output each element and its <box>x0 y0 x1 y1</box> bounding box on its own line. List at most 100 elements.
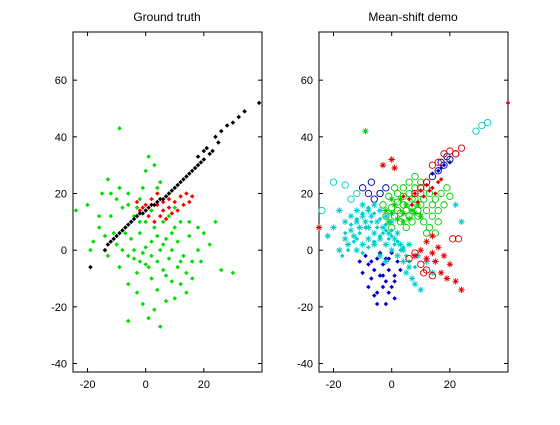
x-tick-label-ground-truth: 20 <box>198 379 210 391</box>
data-point-mean-shift-demo-series-9 <box>421 194 426 199</box>
data-point-mean-shift-demo-series-3 <box>363 253 368 259</box>
data-point-mean-shift-demo-series-4 <box>329 178 338 186</box>
plot-area-ground-truth <box>72 31 263 373</box>
data-point-mean-shift-demo-series-2 <box>367 178 375 186</box>
data-point-mean-shift-demo-series-5 <box>376 207 384 214</box>
data-point-mean-shift-demo-series-4 <box>341 181 349 189</box>
data-point-mean-shift-demo-series-5 <box>356 224 363 231</box>
data-point-ground-truth-series-0 <box>152 307 157 312</box>
data-point-ground-truth-series-0 <box>143 262 148 267</box>
data-point-mean-shift-demo-series-0 <box>437 189 445 198</box>
data-point-mean-shift-demo-series-0 <box>405 189 413 198</box>
data-point-mean-shift-demo-series-5 <box>341 218 349 226</box>
data-point-ground-truth-series-0 <box>108 191 114 196</box>
data-point-mean-shift-demo-series-5 <box>368 212 375 220</box>
data-point-mean-shift-demo-series-1 <box>411 210 419 217</box>
data-point-ground-truth-series-2 <box>117 230 122 236</box>
data-point-ground-truth-series-0 <box>140 301 146 307</box>
data-point-mean-shift-demo-series-5 <box>347 227 355 234</box>
data-point-mean-shift-demo-series-1 <box>414 201 422 209</box>
data-point-ground-truth-series-2 <box>114 233 119 239</box>
data-point-ground-truth-series-0 <box>117 185 122 191</box>
data-point-mean-shift-demo-series-0 <box>405 178 413 186</box>
data-point-mean-shift-demo-series-1 <box>382 207 390 214</box>
data-point-mean-shift-demo-series-3 <box>369 276 374 281</box>
data-point-mean-shift-demo-series-0 <box>428 212 437 220</box>
data-point-ground-truth-series-0 <box>137 259 143 264</box>
data-point-mean-shift-demo-series-5 <box>397 241 404 248</box>
data-points-mean-shift-demo <box>315 100 511 307</box>
data-point-mean-shift-demo-series-5 <box>391 235 398 243</box>
data-point-mean-shift-demo-series-5 <box>373 218 381 226</box>
data-point-mean-shift-demo-series-4 <box>318 206 326 215</box>
data-point-mean-shift-demo-series-5 <box>388 246 395 254</box>
data-point-mean-shift-demo-series-5 <box>359 212 366 220</box>
data-point-mean-shift-demo-series-5 <box>400 246 407 254</box>
data-point-mean-shift-demo-series-6 <box>342 230 348 236</box>
data-point-mean-shift-demo-series-0 <box>446 192 454 200</box>
data-point-mean-shift-demo-series-5 <box>385 229 392 237</box>
y-tick-label-mean-shift-demo: 20 <box>301 189 313 201</box>
data-point-mean-shift-demo-series-0 <box>422 206 431 215</box>
data-point-mean-shift-demo-series-7 <box>434 158 442 166</box>
data-point-ground-truth-series-0 <box>131 256 137 261</box>
data-point-mean-shift-demo-series-3 <box>383 301 389 307</box>
data-point-ground-truth-series-2 <box>120 228 125 233</box>
data-point-mean-shift-demo-series-7 <box>420 269 428 277</box>
data-point-mean-shift-demo-series-6 <box>354 216 360 222</box>
data-point-mean-shift-demo-series-6 <box>383 228 389 233</box>
data-point-mean-shift-demo-series-5 <box>394 229 401 237</box>
data-point-mean-shift-demo-series-6 <box>398 247 403 253</box>
data-point-ground-truth-series-0 <box>163 273 169 278</box>
data-point-ground-truth-series-0 <box>120 205 125 210</box>
data-point-mean-shift-demo-series-0 <box>425 223 434 232</box>
data-point-mean-shift-demo-series-1 <box>388 210 395 217</box>
data-point-mean-shift-demo-series-1 <box>417 212 424 220</box>
data-point-mean-shift-demo-series-6 <box>366 245 371 250</box>
data-point-ground-truth-series-0 <box>88 247 93 253</box>
data-point-mean-shift-demo-series-8 <box>452 278 459 285</box>
data-point-mean-shift-demo-series-3 <box>392 279 397 284</box>
data-point-mean-shift-demo-series-9 <box>438 177 444 182</box>
data-point-ground-truth-series-2 <box>102 247 108 253</box>
data-point-mean-shift-demo-series-8 <box>429 249 436 257</box>
data-point-mean-shift-demo-series-8 <box>458 286 465 294</box>
data-point-mean-shift-demo-series-5 <box>394 252 401 260</box>
data-point-mean-shift-demo-series-2 <box>437 158 445 166</box>
data-point-mean-shift-demo-series-5 <box>365 207 372 214</box>
data-point-mean-shift-demo-series-7 <box>449 235 457 243</box>
data-point-mean-shift-demo-series-3 <box>371 293 377 298</box>
axes-ground-truth: Ground truth -20 0 20 -40 -20 0 20 40 60 <box>51 10 263 391</box>
data-point-ground-truth-series-0 <box>146 264 151 270</box>
data-point-mean-shift-demo-series-3 <box>389 284 394 290</box>
data-point-mean-shift-demo-series-3 <box>374 301 380 307</box>
data-point-mean-shift-demo-series-7 <box>411 189 419 198</box>
data-point-mean-shift-demo-series-3 <box>386 267 392 273</box>
y-tick-label-mean-shift-demo: 40 <box>301 132 313 144</box>
data-point-ground-truth-series-0 <box>181 253 186 259</box>
data-point-mean-shift-demo-series-5 <box>382 241 390 248</box>
data-point-mean-shift-demo-series-5 <box>371 201 378 209</box>
data-point-mean-shift-demo-series-1 <box>400 210 407 217</box>
data-point-mean-shift-demo-series-9 <box>401 194 406 199</box>
data-point-mean-shift-demo-series-1 <box>394 215 401 223</box>
data-point-mean-shift-demo-series-3 <box>360 270 365 276</box>
data-point-mean-shift-demo-series-2 <box>364 189 373 198</box>
data-point-mean-shift-demo-series-5 <box>371 241 378 248</box>
data-point-mean-shift-demo-series-2 <box>382 184 390 192</box>
data-point-mean-shift-demo-series-4 <box>347 195 355 203</box>
data-point-ground-truth-series-0 <box>125 318 131 324</box>
data-point-mean-shift-demo-series-8 <box>435 244 442 251</box>
data-point-mean-shift-demo-series-8 <box>440 252 448 260</box>
data-point-mean-shift-demo-series-0 <box>428 201 437 209</box>
data-point-ground-truth-series-0 <box>108 213 114 219</box>
data-point-mean-shift-demo-series-5 <box>382 258 390 265</box>
data-point-mean-shift-demo-series-3 <box>371 267 377 273</box>
y-tick-label-mean-shift-demo: -40 <box>297 359 313 371</box>
data-point-ground-truth-series-0 <box>125 191 131 196</box>
x-axis-ground-truth: -20 0 20 <box>80 32 210 391</box>
data-point-mean-shift-demo-series-0 <box>434 206 442 215</box>
data-point-mean-shift-demo-series-6 <box>354 236 360 242</box>
data-point-mean-shift-demo-series-0 <box>431 195 439 203</box>
data-point-mean-shift-demo-series-3 <box>366 284 371 290</box>
